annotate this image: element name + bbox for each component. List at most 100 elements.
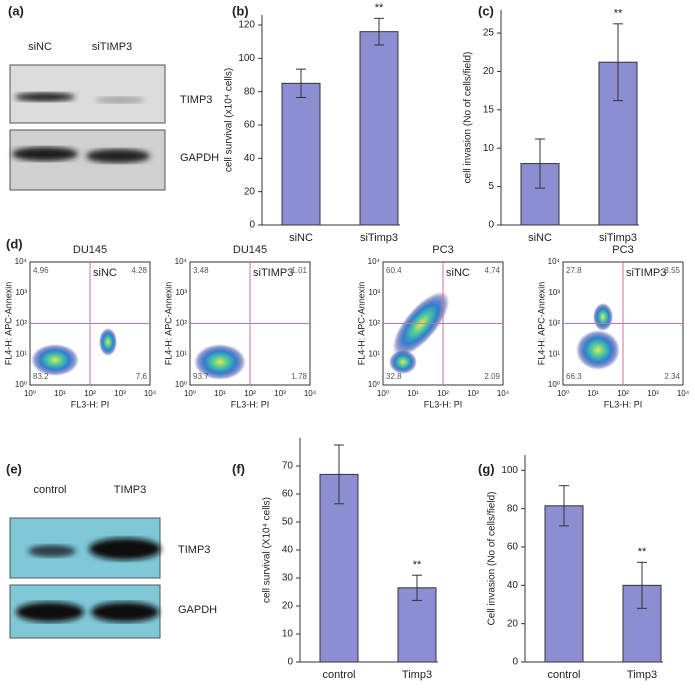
- y-tick-label: 15: [483, 104, 495, 115]
- y-tick-label: 10¹: [175, 349, 187, 358]
- x-axis-label: FL3-H: PI: [71, 399, 110, 409]
- y-tick-label: 80: [507, 503, 519, 514]
- y-tick-label: 10¹: [548, 349, 560, 358]
- quadrant-value: 4.28: [131, 266, 147, 275]
- y-tick-label: 10¹: [15, 349, 27, 358]
- band: [89, 538, 161, 560]
- band: [86, 149, 150, 163]
- y-tick-label: 50: [282, 517, 294, 528]
- bar: [544, 505, 584, 663]
- x-tick-label: 10²: [617, 389, 629, 398]
- lane-label: siNC: [28, 41, 52, 53]
- band: [16, 602, 84, 622]
- y-tick-label: 10⁰: [548, 380, 560, 389]
- quadrant-value: 1.78: [291, 372, 307, 381]
- y-tick-label: 10⁴: [548, 257, 561, 266]
- quadrant-value: 93.7: [193, 372, 209, 381]
- y-tick-label: 20: [244, 186, 256, 197]
- bar: [359, 31, 399, 226]
- annotation: **: [413, 559, 422, 571]
- band: [28, 545, 76, 557]
- x-tick-label: 10³: [114, 389, 126, 398]
- y-tick-label: 10¹: [368, 349, 380, 358]
- y-tick-label: 25: [483, 28, 495, 39]
- panel-label: (c): [478, 3, 494, 18]
- quadrant-value: 1.01: [291, 266, 307, 275]
- y-tick-label: 20: [507, 618, 519, 629]
- y-tick-label: 10²: [548, 319, 560, 328]
- y-tick-label: 80: [244, 86, 256, 97]
- band: [95, 97, 145, 103]
- panel-label: (g): [478, 461, 495, 476]
- x-tick-label: siTimp3: [360, 232, 398, 244]
- y-axis-label: cell survival (X10⁴ cells): [262, 497, 273, 603]
- y-tick-label: 0: [287, 657, 293, 668]
- x-tick-label: 10²: [84, 389, 96, 398]
- y-tick-label: 60: [282, 489, 294, 500]
- x-tick-label: 10⁰: [557, 389, 569, 398]
- y-tick-label: 60: [507, 542, 519, 553]
- blot-e: control TIMP3 TIMP3 GAPDH: [9, 484, 217, 639]
- x-tick-label: 10⁴: [304, 389, 317, 398]
- x-axis-label: FL3-H: PI: [604, 399, 643, 409]
- y-axis-label: FL4-H: APC-Annexin: [536, 282, 546, 366]
- plot-title: PC3: [432, 244, 453, 256]
- band-label: GAPDH: [178, 604, 217, 616]
- band: [12, 147, 78, 161]
- x-tick-label: 10⁴: [497, 389, 510, 398]
- quadrant-value: 4.74: [484, 266, 500, 275]
- x-tick-label: Timp3: [627, 669, 657, 681]
- y-tick-label: 20: [483, 66, 495, 77]
- sample-label: siTIMP3: [626, 267, 666, 279]
- y-tick-label: 0: [249, 220, 255, 231]
- y-tick-label: 10⁴: [15, 257, 28, 266]
- y-tick-label: 10⁴: [175, 257, 188, 266]
- y-tick-label: 30: [282, 573, 294, 584]
- panel-label: (a): [8, 3, 24, 18]
- y-axis-label: FL4-H: APC-Annexin: [356, 282, 366, 366]
- x-tick-label: siNC: [528, 232, 552, 244]
- annotation: **: [375, 2, 384, 14]
- band-label: TIMP3: [180, 94, 212, 106]
- y-tick-label: 10⁴: [368, 257, 381, 266]
- quadrant-value: 66.3: [566, 372, 582, 381]
- x-tick-label: 10³: [647, 389, 659, 398]
- y-tick-label: 20: [282, 601, 294, 612]
- quadrant-value: 3.55: [664, 266, 680, 275]
- panel-label: (b): [232, 3, 249, 18]
- quadrant-value: 2.09: [484, 372, 500, 381]
- y-tick-label: 10²: [15, 319, 27, 328]
- panel-label: (f): [232, 461, 245, 476]
- x-tick-label: 10²: [437, 389, 449, 398]
- x-tick-label: Timp3: [402, 669, 432, 681]
- x-tick-label: 10⁰: [24, 389, 36, 398]
- y-tick-label: 10²: [175, 319, 187, 328]
- y-axis-label: cell survival (x10⁴ cells): [224, 68, 235, 172]
- y-tick-label: 10³: [368, 288, 380, 297]
- quadrant-value: 60.4: [386, 266, 402, 275]
- y-tick-label: 40: [507, 580, 519, 591]
- x-tick-label: 10⁴: [677, 389, 690, 398]
- x-tick-label: 10³: [274, 389, 286, 398]
- quadrant-value: 3.48: [193, 266, 209, 275]
- y-axis-label: FL4-H: APC-Annexin: [163, 282, 173, 366]
- y-tick-label: 10⁰: [175, 380, 187, 389]
- y-tick-label: 10³: [548, 288, 560, 297]
- x-tick-label: 10⁰: [377, 389, 389, 398]
- annotation: **: [638, 546, 647, 558]
- x-tick-label: siTimp3: [599, 232, 637, 244]
- plot-title: DU145: [73, 244, 107, 256]
- quadrant-value: 32.8: [386, 372, 402, 381]
- x-tick-label: 10¹: [407, 389, 419, 398]
- lane-label: control: [33, 484, 66, 496]
- y-tick-label: 10²: [368, 319, 380, 328]
- x-tick-label: siNC: [289, 232, 313, 244]
- density-cloud: [99, 328, 117, 356]
- y-tick-label: 60: [244, 120, 256, 131]
- density-cloud: [593, 303, 613, 331]
- x-tick-label: 10¹: [587, 389, 599, 398]
- band-label: TIMP3: [178, 544, 210, 556]
- y-tick-label: 10³: [15, 288, 27, 297]
- sample-label: siNC: [93, 267, 117, 279]
- y-tick-label: 40: [282, 545, 294, 556]
